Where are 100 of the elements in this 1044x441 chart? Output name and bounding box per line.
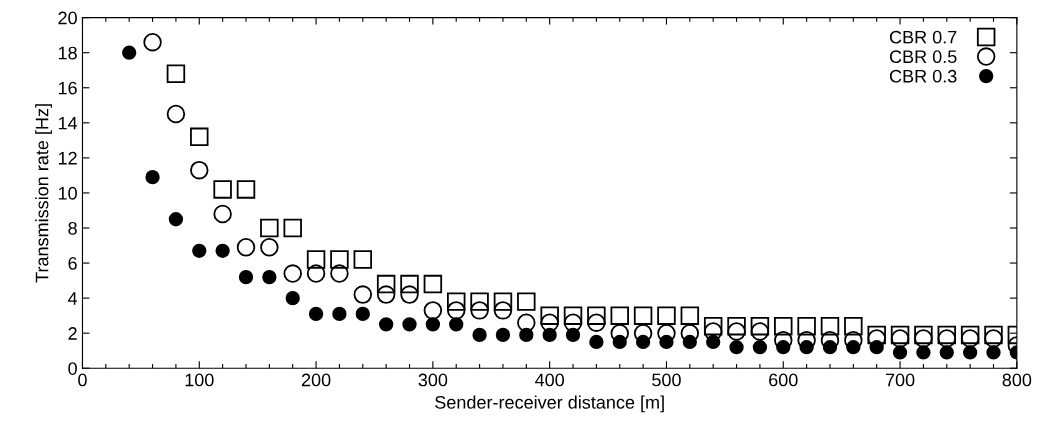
point: [143, 32, 162, 52]
x-tick-label: 400: [535, 373, 565, 387]
x-tick-label: 500: [652, 373, 681, 387]
point: [260, 218, 279, 238]
legend-label: CBR 0.7: [889, 30, 957, 44]
y-tick-label: 2: [68, 327, 77, 340]
point: [166, 64, 186, 83]
point: [587, 306, 606, 325]
point: [493, 292, 513, 311]
point: [986, 345, 1001, 360]
point: [213, 204, 232, 224]
point: [659, 334, 674, 350]
point: [353, 285, 373, 304]
point: [869, 340, 884, 355]
y-tick-label: 6: [68, 256, 77, 270]
point: [425, 317, 441, 332]
point: [682, 334, 697, 350]
point: [680, 306, 700, 325]
point: [168, 212, 184, 227]
point: [750, 316, 770, 336]
point: [446, 301, 466, 320]
point: [355, 306, 370, 322]
point: [283, 218, 302, 238]
point: [493, 301, 513, 320]
point: [495, 327, 511, 343]
point: [400, 285, 419, 304]
point: [612, 334, 627, 350]
point: [984, 325, 1003, 345]
point: [657, 306, 676, 325]
point: [587, 313, 606, 332]
point: [752, 340, 768, 355]
point: [703, 316, 723, 336]
legend-label: CBR 0.5: [889, 50, 957, 64]
point: [540, 306, 559, 325]
y-tick-label: 14: [58, 116, 78, 130]
point: [423, 274, 443, 294]
point: [423, 301, 443, 320]
point: [260, 238, 279, 257]
x-axis-title: Sender-receiver distance [m]: [435, 395, 664, 413]
point: [376, 274, 396, 294]
point: [470, 301, 489, 320]
point: [308, 306, 324, 322]
point: [844, 316, 863, 336]
y-tick-label: 18: [58, 46, 77, 60]
x-tick-label: 0: [78, 373, 87, 387]
point: [846, 340, 861, 355]
point: [472, 327, 487, 343]
y-tick-label: 20: [58, 11, 77, 25]
point: [916, 345, 931, 360]
point: [820, 316, 840, 336]
point: [166, 104, 186, 124]
point: [517, 313, 536, 332]
point: [822, 340, 838, 355]
point: [914, 325, 933, 345]
y-tick-label: 8: [68, 221, 77, 235]
x-tick-label: 100: [185, 373, 214, 387]
point: [635, 334, 651, 350]
point: [727, 322, 746, 341]
x-tick-label: 300: [418, 373, 448, 387]
point: [400, 274, 419, 294]
point: [238, 269, 254, 285]
point: [330, 250, 349, 269]
point: [610, 306, 629, 325]
point: [446, 292, 466, 311]
point: [332, 306, 347, 322]
point: [306, 264, 326, 283]
point: [215, 243, 230, 258]
point: [542, 327, 557, 343]
y-tick-label: 4: [67, 292, 78, 305]
point: [378, 317, 394, 332]
point: [799, 340, 814, 355]
x-tick-label: 200: [301, 373, 331, 387]
point: [122, 45, 137, 60]
point: [750, 322, 770, 341]
point: [519, 327, 534, 343]
point: [517, 292, 536, 311]
point: [633, 306, 653, 325]
x-tick-label: 800: [1002, 373, 1032, 387]
point: [236, 238, 256, 257]
point: [376, 285, 396, 304]
point: [145, 170, 160, 185]
point: [283, 264, 302, 283]
y-tick-label: 16: [58, 81, 77, 95]
point: [563, 306, 583, 325]
point: [449, 317, 464, 332]
point: [470, 292, 489, 311]
y-tick-label: 0: [68, 362, 77, 375]
point: [706, 334, 721, 350]
point: [330, 264, 349, 283]
point: [774, 316, 793, 336]
point: [797, 316, 816, 336]
point: [867, 325, 886, 345]
point: [776, 340, 791, 355]
y-tick-label: 10: [58, 186, 77, 200]
point: [727, 316, 746, 336]
point: [402, 317, 417, 332]
point: [190, 127, 209, 147]
point: [213, 180, 232, 199]
point: [306, 250, 326, 269]
point: [192, 243, 207, 258]
